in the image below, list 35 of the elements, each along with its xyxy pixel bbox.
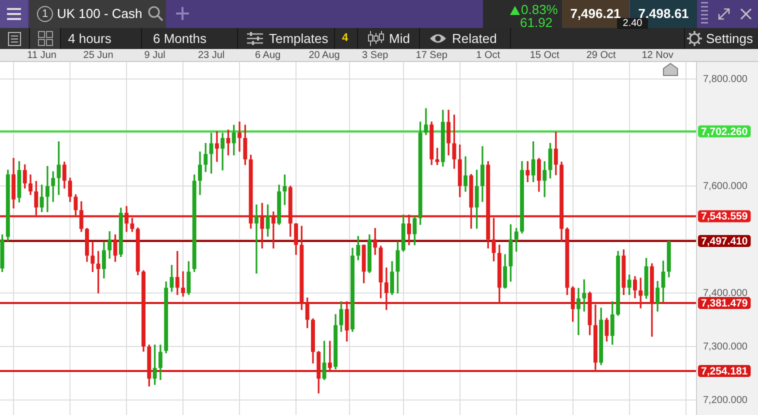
text: Templates — [269, 31, 328, 46]
ref-line-label: 7,254.181 — [701, 365, 748, 378]
text: 0.83% — [521, 2, 558, 17]
x-tick-label: 11 Jun — [27, 50, 56, 61]
x-tick-label: 29 Oct — [586, 50, 616, 61]
text: 1 — [37, 6, 53, 22]
y-tick-label: 7,800.000 — [703, 74, 748, 85]
text: Mid — [389, 31, 410, 46]
x-tick-label: 23 Jul — [198, 50, 225, 61]
x-tick-label: 1 Oct — [476, 50, 500, 61]
y-tick-label: 7,600.000 — [703, 180, 748, 192]
x-tick-label: 25 Jun — [83, 50, 114, 61]
ref-line-label: 7,497.410 — [701, 235, 748, 248]
x-tick-label: 3 Sep — [362, 50, 389, 61]
text: 4 — [342, 32, 348, 44]
y-tick-label: 7,300.000 — [703, 341, 748, 352]
y-tick-label: 7,400.000 — [703, 288, 748, 299]
text: 4 hours — [68, 31, 112, 46]
chart-title: UK 100 - Cash — [57, 6, 142, 21]
text: Related — [452, 31, 497, 46]
x-tick-label: 20 Aug — [308, 50, 340, 61]
y-tick-label: 7,200.000 — [703, 394, 748, 406]
x-tick-label: 17 Sep — [416, 50, 448, 61]
ref-line-label: 7,543.559 — [701, 210, 748, 223]
text: 2.40 — [622, 18, 642, 29]
ref-line-label: 7,381.479 — [701, 297, 748, 310]
text: 61.92 — [520, 15, 553, 30]
text: Settings — [706, 31, 753, 46]
x-tick-label: 9 Jul — [144, 50, 166, 61]
x-tick-label: 6 Aug — [254, 50, 281, 61]
x-tick-label: 15 Oct — [530, 50, 560, 61]
text: 6 Months — [153, 31, 206, 46]
text: 7,496.21 — [570, 6, 621, 21]
ref-line-label: 7,702.260 — [701, 126, 748, 138]
x-tick-label: 12 Nov — [642, 50, 674, 61]
